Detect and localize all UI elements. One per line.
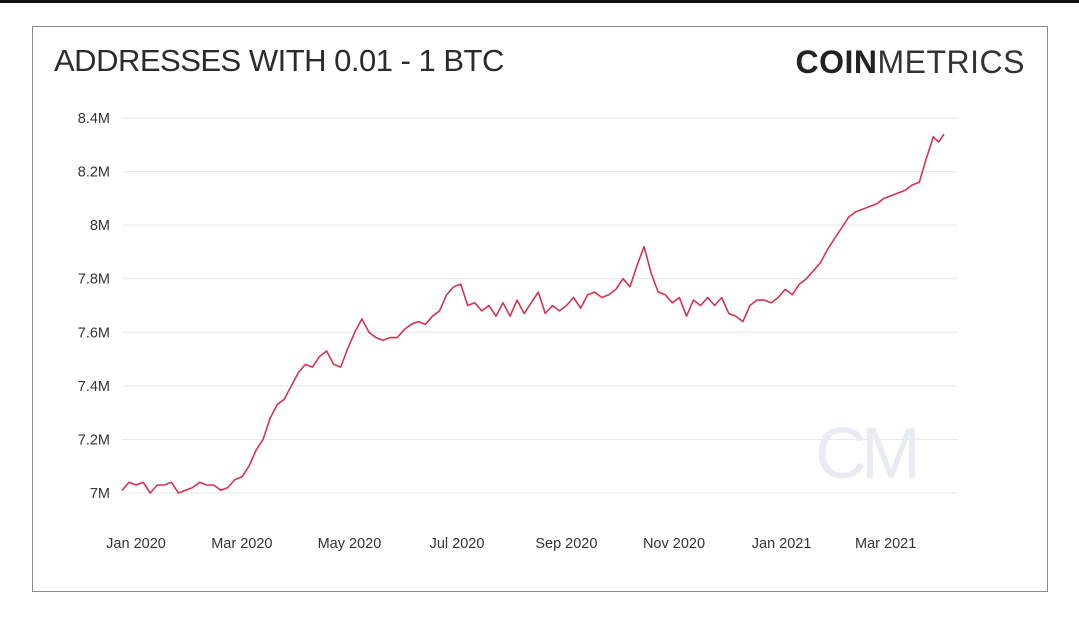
x-tick-label: Mar 2020 [211, 536, 272, 552]
y-tick-label: 7.2M [78, 432, 110, 448]
logo-light-text: METRICS [877, 44, 1025, 80]
x-tick-label: May 2020 [318, 536, 382, 552]
chart-card: ADDRESSES WITH 0.01 - 1 BTC COINMETRICS [32, 26, 1048, 592]
x-tick-label: Jul 2020 [430, 536, 485, 552]
y-tick-label: 7M [90, 486, 110, 502]
top-rule [0, 0, 1079, 3]
x-tick-label: Sep 2020 [535, 536, 597, 552]
y-tick-label: 8M [90, 218, 110, 234]
cm-watermark: CM [815, 414, 916, 494]
y-tick-label: 7.6M [78, 325, 110, 341]
y-tick-label: 8.4M [78, 111, 110, 127]
x-axis-ticks: Jan 2020 Mar 2020 May 2020 Jul 2020 Sep 2020… [106, 536, 916, 552]
grid-lines [122, 117, 958, 494]
y-tick-label: 8.2M [78, 165, 110, 181]
x-tick-label: Nov 2020 [643, 536, 705, 552]
y-tick-label: 7.8M [78, 272, 110, 288]
y-axis-ticks: 8.4M 8.2M 8M 7.8M 7.6M 7.4M 7.2M 7M [78, 111, 110, 502]
x-tick-label: Jan 2020 [106, 536, 166, 552]
x-tick-label: Jan 2021 [752, 536, 812, 552]
y-tick-label: 7.4M [78, 379, 110, 395]
chart-title: ADDRESSES WITH 0.01 - 1 BTC [54, 43, 504, 78]
x-tick-label: Mar 2021 [855, 536, 916, 552]
coinmetrics-logo: COINMETRICS [796, 44, 1026, 81]
logo-bold-text: COIN [795, 44, 878, 80]
series-line [121, 133, 945, 494]
